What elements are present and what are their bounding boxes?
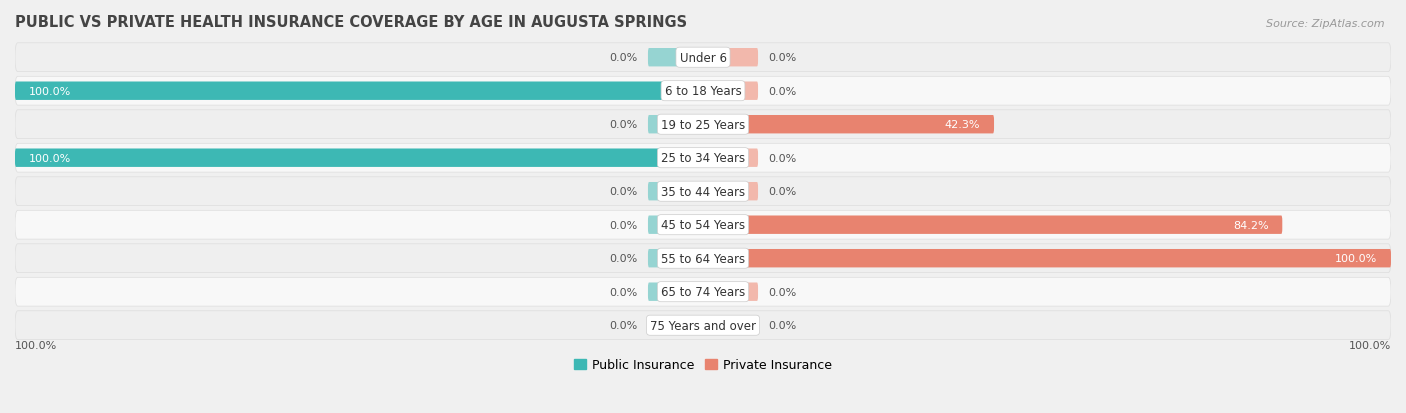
FancyBboxPatch shape	[648, 249, 703, 268]
FancyBboxPatch shape	[15, 244, 1391, 273]
FancyBboxPatch shape	[648, 49, 703, 67]
Text: 65 to 74 Years: 65 to 74 Years	[661, 285, 745, 299]
Text: 100.0%: 100.0%	[28, 153, 72, 163]
FancyBboxPatch shape	[15, 278, 1391, 306]
Text: 84.2%: 84.2%	[1233, 220, 1268, 230]
Text: 75 Years and over: 75 Years and over	[650, 319, 756, 332]
Text: 0.0%: 0.0%	[609, 187, 638, 197]
Text: 25 to 34 Years: 25 to 34 Years	[661, 152, 745, 165]
FancyBboxPatch shape	[648, 316, 703, 335]
Text: 0.0%: 0.0%	[768, 320, 797, 330]
Text: 100.0%: 100.0%	[1334, 254, 1378, 263]
FancyBboxPatch shape	[703, 183, 758, 201]
Text: 19 to 25 Years: 19 to 25 Years	[661, 119, 745, 131]
Text: 0.0%: 0.0%	[768, 86, 797, 97]
Text: 42.3%: 42.3%	[945, 120, 980, 130]
FancyBboxPatch shape	[15, 149, 703, 168]
Legend: Public Insurance, Private Insurance: Public Insurance, Private Insurance	[568, 353, 838, 376]
Text: 0.0%: 0.0%	[768, 187, 797, 197]
Text: 0.0%: 0.0%	[609, 320, 638, 330]
Text: 0.0%: 0.0%	[609, 254, 638, 263]
FancyBboxPatch shape	[15, 211, 1391, 240]
FancyBboxPatch shape	[648, 116, 703, 134]
FancyBboxPatch shape	[15, 177, 1391, 206]
Text: 55 to 64 Years: 55 to 64 Years	[661, 252, 745, 265]
FancyBboxPatch shape	[648, 216, 703, 234]
Text: 100.0%: 100.0%	[1348, 340, 1391, 350]
Text: 0.0%: 0.0%	[609, 120, 638, 130]
Text: Under 6: Under 6	[679, 52, 727, 64]
FancyBboxPatch shape	[15, 144, 1391, 173]
Text: 45 to 54 Years: 45 to 54 Years	[661, 218, 745, 232]
Text: 0.0%: 0.0%	[768, 53, 797, 63]
FancyBboxPatch shape	[703, 249, 1391, 268]
FancyBboxPatch shape	[648, 183, 703, 201]
Text: PUBLIC VS PRIVATE HEALTH INSURANCE COVERAGE BY AGE IN AUGUSTA SPRINGS: PUBLIC VS PRIVATE HEALTH INSURANCE COVER…	[15, 15, 688, 30]
FancyBboxPatch shape	[15, 311, 1391, 340]
FancyBboxPatch shape	[703, 216, 1282, 234]
FancyBboxPatch shape	[15, 111, 1391, 139]
Text: 0.0%: 0.0%	[609, 53, 638, 63]
FancyBboxPatch shape	[703, 49, 758, 67]
FancyBboxPatch shape	[15, 82, 703, 101]
Text: 100.0%: 100.0%	[15, 340, 58, 350]
FancyBboxPatch shape	[703, 149, 758, 168]
Text: 0.0%: 0.0%	[768, 287, 797, 297]
FancyBboxPatch shape	[703, 316, 758, 335]
Text: 6 to 18 Years: 6 to 18 Years	[665, 85, 741, 98]
Text: 0.0%: 0.0%	[609, 287, 638, 297]
Text: Source: ZipAtlas.com: Source: ZipAtlas.com	[1267, 19, 1385, 28]
Text: 0.0%: 0.0%	[768, 153, 797, 163]
Text: 35 to 44 Years: 35 to 44 Years	[661, 185, 745, 198]
Text: 100.0%: 100.0%	[28, 86, 72, 97]
Text: 0.0%: 0.0%	[609, 220, 638, 230]
FancyBboxPatch shape	[15, 77, 1391, 106]
FancyBboxPatch shape	[15, 44, 1391, 72]
FancyBboxPatch shape	[703, 283, 758, 301]
FancyBboxPatch shape	[648, 283, 703, 301]
FancyBboxPatch shape	[703, 82, 758, 101]
FancyBboxPatch shape	[703, 116, 994, 134]
